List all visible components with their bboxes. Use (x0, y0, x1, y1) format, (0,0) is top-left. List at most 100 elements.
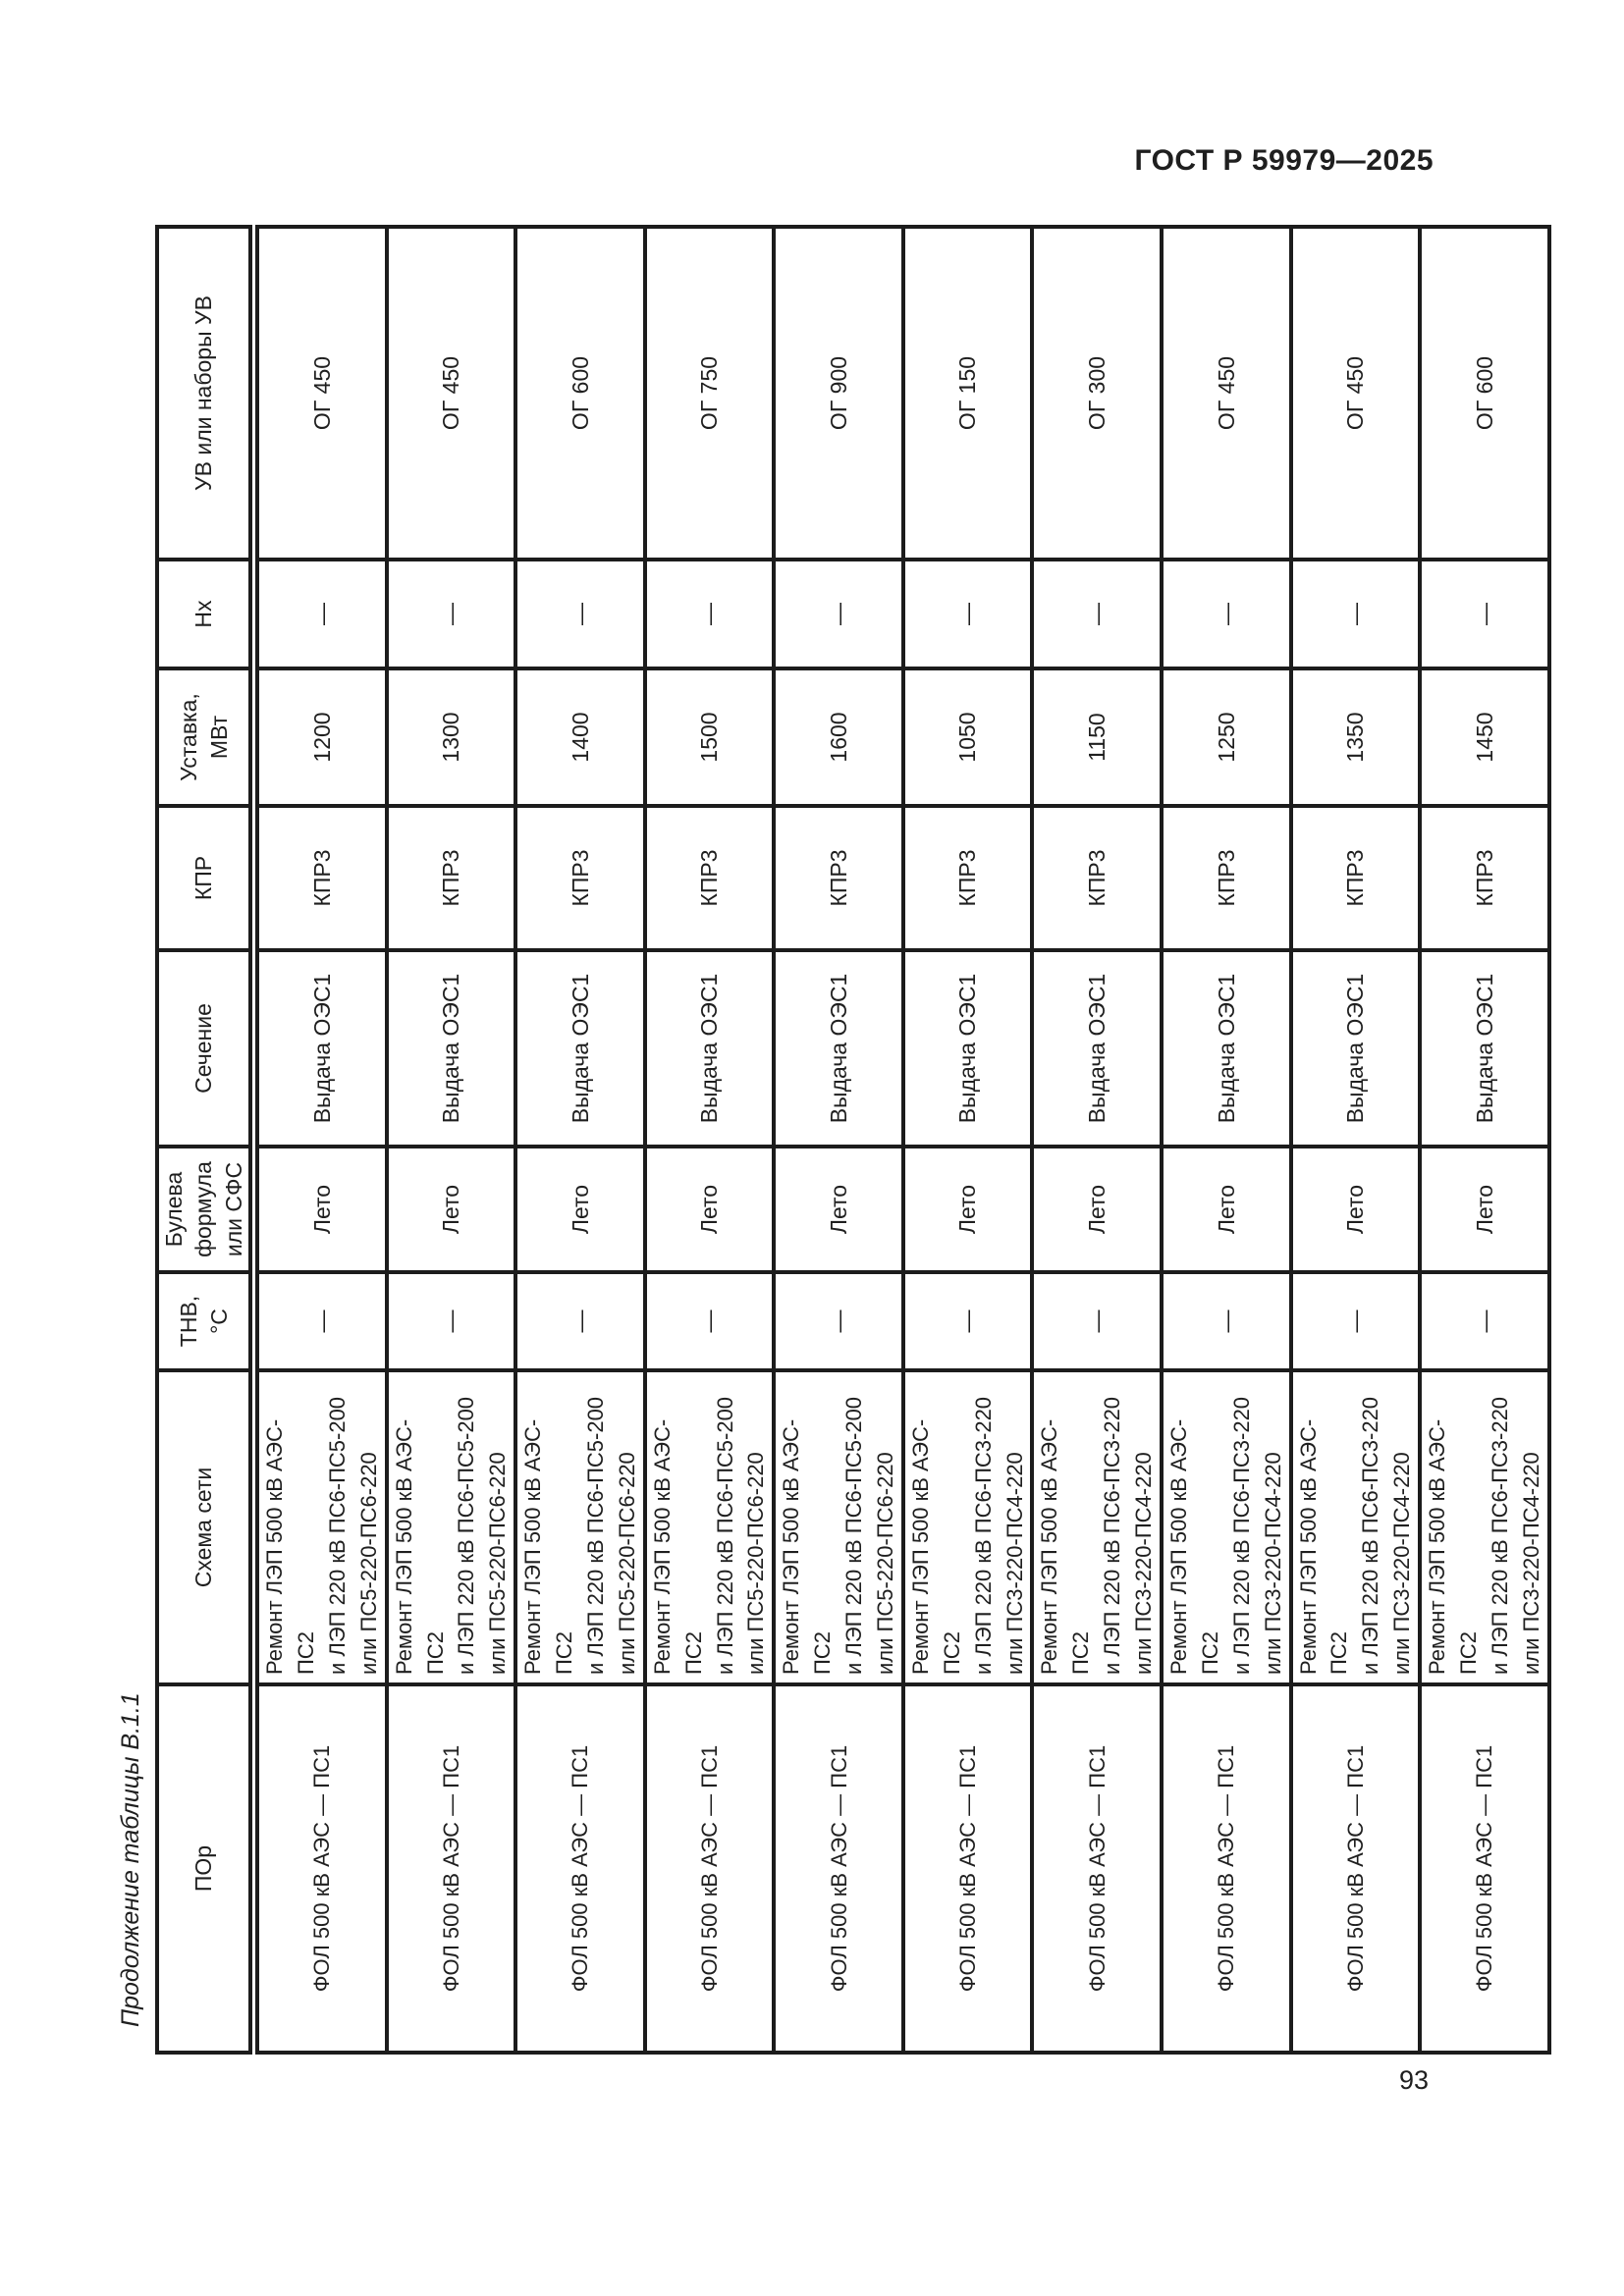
cell-schema: Ремонт ЛЭП 500 кВ АЭС-ПС2 и ЛЭП 220 кВ П… (902, 1370, 1033, 1684)
cell-schema: Ремонт ЛЭП 500 кВ АЭС-ПС2 и ЛЭП 220 кВ П… (644, 1370, 775, 1684)
column-header-schema: Схема сети (157, 1370, 254, 1684)
cell-nx: — (1420, 560, 1549, 668)
cell-boolf: Лето (902, 1147, 1033, 1272)
cell-por: ФОЛ 500 кВ АЭС — ПС1 (1032, 1684, 1163, 2053)
table-row: ФОЛ 500 кВ АЭС — ПС1 Ремонт ЛЭП 500 кВ АЭ… (902, 227, 1033, 2053)
cell-schema: Ремонт ЛЭП 500 кВ АЭС-ПС2 и ЛЭП 220 кВ П… (1290, 1370, 1421, 1684)
cell-boolf: Лето (253, 1147, 387, 1272)
cell-kpr: КПР3 (1420, 806, 1549, 950)
column-header-uv: УВ или наборы УВ (157, 227, 254, 560)
cell-schema: Ремонт ЛЭП 500 кВ АЭС-ПС2 и ЛЭП 220 кВ П… (386, 1370, 516, 1684)
column-header-section: Сечение (157, 950, 254, 1147)
cell-tnv: — (1290, 1272, 1421, 1370)
cell-por: ФОЛ 500 кВ АЭС — ПС1 (253, 1684, 387, 2053)
cell-section: Выдача ОЭС1 (644, 950, 775, 1147)
table-row: ФОЛ 500 кВ АЭС — ПС1 Ремонт ЛЭП 500 кВ АЭ… (386, 227, 516, 2053)
column-header-kpr: КПР (157, 806, 254, 950)
cell-tnv: — (774, 1272, 903, 1370)
cell-section: Выдача ОЭС1 (1420, 950, 1549, 1147)
cell-kpr: КПР3 (1162, 806, 1291, 950)
cell-por: ФОЛ 500 кВ АЭС — ПС1 (774, 1684, 903, 2053)
cell-setpoint: 1600 (774, 668, 903, 806)
cell-nx: — (253, 560, 387, 668)
cell-por: ФОЛ 500 кВ АЭС — ПС1 (515, 1684, 645, 2053)
cell-section: Выдача ОЭС1 (1290, 950, 1421, 1147)
cell-uv: ОГ 300 (1032, 227, 1163, 560)
cell-setpoint: 1050 (902, 668, 1033, 806)
cell-uv: ОГ 450 (386, 227, 516, 560)
cell-nx: — (386, 560, 516, 668)
cell-uv: ОГ 900 (774, 227, 903, 560)
cell-por: ФОЛ 500 кВ АЭС — ПС1 (1162, 1684, 1291, 2053)
column-header-setpoint: Уставка, МВт (157, 668, 254, 806)
cell-por: ФОЛ 500 кВ АЭС — ПС1 (902, 1684, 1033, 2053)
cell-section: Выдача ОЭС1 (902, 950, 1033, 1147)
cell-boolf: Лето (1162, 1147, 1291, 1272)
cell-uv: ОГ 450 (253, 227, 387, 560)
cell-por: ФОЛ 500 кВ АЭС — ПС1 (1290, 1684, 1421, 2053)
cell-boolf: Лето (386, 1147, 516, 1272)
cell-schema: Ремонт ЛЭП 500 кВ АЭС-ПС2 и ЛЭП 220 кВ П… (515, 1370, 645, 1684)
header-row: ПОр Схема сети ТНВ, °С Булева формула или С… (157, 227, 254, 2053)
cell-por: ФОЛ 500 кВ АЭС — ПС1 (386, 1684, 516, 2053)
cell-kpr: КПР3 (1032, 806, 1163, 950)
cell-nx: — (902, 560, 1033, 668)
table-row: ФОЛ 500 кВ АЭС — ПС1 Ремонт ЛЭП 500 кВ АЭ… (1290, 227, 1421, 2053)
cell-kpr: КПР3 (386, 806, 516, 950)
cell-schema: Ремонт ЛЭП 500 кВ АЭС-ПС2 и ЛЭП 220 кВ П… (253, 1370, 387, 1684)
cell-tnv: — (644, 1272, 775, 1370)
cell-boolf: Лето (515, 1147, 645, 1272)
cell-uv: ОГ 600 (1420, 227, 1549, 560)
cell-tnv: — (902, 1272, 1033, 1370)
table-row: ФОЛ 500 кВ АЭС — ПС1 Ремонт ЛЭП 500 кВ АЭ… (774, 227, 903, 2053)
cell-section: Выдача ОЭС1 (515, 950, 645, 1147)
cell-section: Выдача ОЭС1 (386, 950, 516, 1147)
cell-section: Выдача ОЭС1 (1162, 950, 1291, 1147)
cell-uv: ОГ 450 (1162, 227, 1291, 560)
cell-schema: Ремонт ЛЭП 500 кВ АЭС-ПС2 и ЛЭП 220 кВ П… (774, 1370, 903, 1684)
cell-setpoint: 1200 (253, 668, 387, 806)
cell-setpoint: 1300 (386, 668, 516, 806)
cell-nx: — (1162, 560, 1291, 668)
cell-por: ФОЛ 500 кВ АЭС — ПС1 (1420, 1684, 1549, 2053)
table-row: ФОЛ 500 кВ АЭС — ПС1 Ремонт ЛЭП 500 кВ АЭ… (253, 227, 387, 2053)
cell-tnv: — (253, 1272, 387, 1370)
cell-nx: — (774, 560, 903, 668)
cell-schema: Ремонт ЛЭП 500 кВ АЭС-ПС2 и ЛЭП 220 кВ П… (1032, 1370, 1163, 1684)
table-row: ФОЛ 500 кВ АЭС — ПС1 Ремонт ЛЭП 500 кВ АЭ… (515, 227, 645, 2053)
column-header-nx: Нх (157, 560, 254, 668)
cell-nx: — (515, 560, 645, 668)
cell-uv: ОГ 600 (515, 227, 645, 560)
cell-tnv: — (1032, 1272, 1163, 1370)
cell-uv: ОГ 150 (902, 227, 1033, 560)
table-row: ФОЛ 500 кВ АЭС — ПС1 Ремонт ЛЭП 500 кВ АЭ… (644, 227, 775, 2053)
cell-tnv: — (1420, 1272, 1549, 1370)
cell-section: Выдача ОЭС1 (774, 950, 903, 1147)
cell-nx: — (644, 560, 775, 668)
cell-schema: Ремонт ЛЭП 500 кВ АЭС-ПС2 и ЛЭП 220 кВ П… (1162, 1370, 1291, 1684)
cell-kpr: КПР3 (644, 806, 775, 950)
cell-por: ФОЛ 500 кВ АЭС — ПС1 (644, 1684, 775, 2053)
table-row: ФОЛ 500 кВ АЭС — ПС1 Ремонт ЛЭП 500 кВ АЭ… (1162, 227, 1291, 2053)
cell-setpoint: 1500 (644, 668, 775, 806)
cell-nx: — (1032, 560, 1163, 668)
cell-boolf: Лето (1290, 1147, 1421, 1272)
standard-header: ГОСТ Р 59979—2025 (1134, 144, 1434, 177)
cell-kpr: КПР3 (253, 806, 387, 950)
cell-uv: ОГ 450 (1290, 227, 1421, 560)
page-number: 93 (1399, 2065, 1430, 2095)
cell-kpr: КПР3 (515, 806, 645, 950)
cell-tnv: — (515, 1272, 645, 1370)
cell-kpr: КПР3 (1290, 806, 1421, 950)
cell-nx: — (1290, 560, 1421, 668)
cell-boolf: Лето (644, 1147, 775, 1272)
cell-uv: ОГ 750 (644, 227, 775, 560)
cell-section: Выдача ОЭС1 (1032, 950, 1163, 1147)
table-caption: Продолжение таблицы В.1.1 (117, 1692, 144, 2027)
cell-setpoint: 1250 (1162, 668, 1291, 806)
cell-setpoint: 1150 (1032, 668, 1163, 806)
cell-section: Выдача ОЭС1 (253, 950, 387, 1147)
rotated-table-block: Продолжение таблицы В.1.1 ПОр Схема сети Т… (113, 225, 1551, 2055)
cell-setpoint: 1450 (1420, 668, 1549, 806)
